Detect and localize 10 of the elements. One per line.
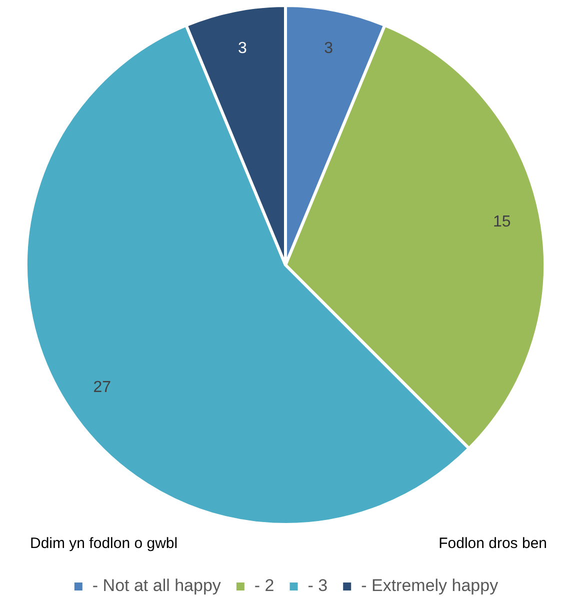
legend-label: - 3	[308, 576, 328, 596]
data-label: 27	[93, 378, 112, 396]
text: Ddim yn fodlon o gwbl	[30, 535, 178, 552]
data-label: 3	[238, 40, 248, 58]
data-label: 15	[492, 213, 511, 230]
data-label: 3	[324, 40, 334, 58]
text: Fodlon dros ben	[438, 535, 547, 552]
legend-label: - Extremely happy	[361, 576, 499, 596]
legend-label: - 2	[254, 576, 274, 596]
legend-label: - Not at all happy	[92, 576, 222, 596]
